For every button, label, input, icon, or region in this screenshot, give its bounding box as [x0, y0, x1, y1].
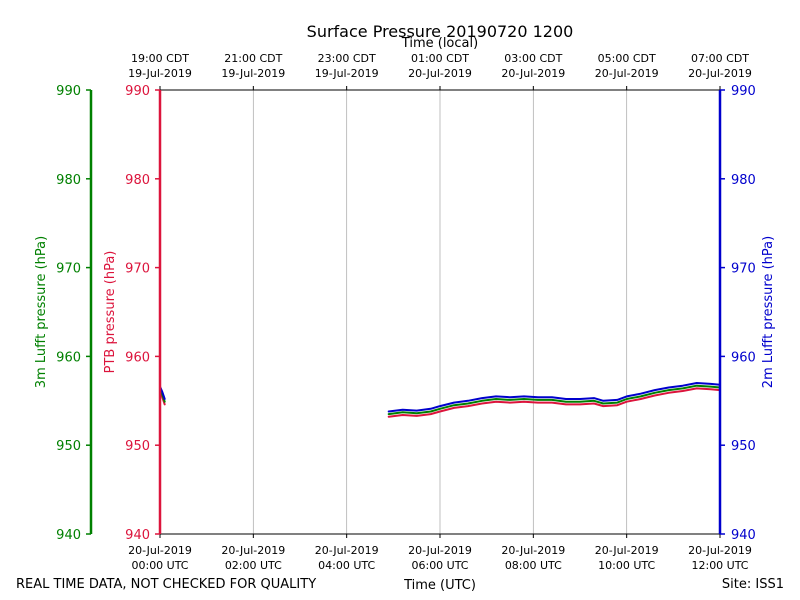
- bottom-tick-time: 06:00 UTC: [411, 559, 468, 572]
- quality-disclaimer: REAL TIME DATA, NOT CHECKED FOR QUALITY: [16, 577, 316, 592]
- top-tick-date: 20-Jul-2019: [501, 67, 565, 80]
- ptb-tick-label: 940: [125, 528, 150, 543]
- ptb-tick-label: 980: [125, 173, 150, 188]
- ptb-axis-label: PTB pressure (hPa): [103, 251, 118, 374]
- ptb-tick-label: 950: [125, 439, 150, 454]
- top-tick-time: 03:00 CDT: [504, 52, 562, 65]
- top-tick-time: 05:00 CDT: [598, 52, 656, 65]
- ptb-tick-label: 970: [125, 262, 150, 277]
- bottom-tick-time: 12:00 UTC: [691, 559, 748, 572]
- bottom-axis-label: Time (UTC): [403, 578, 476, 593]
- top-tick-time: 21:00 CDT: [224, 52, 282, 65]
- lufft2m-axis-label: 2m Lufft pressure (hPa): [761, 236, 776, 388]
- bottom-tick-time: 10:00 UTC: [598, 559, 655, 572]
- top-tick-date: 20-Jul-2019: [595, 67, 659, 80]
- bottom-tick-date: 20-Jul-2019: [595, 544, 659, 557]
- lufft3m-tick-label: 990: [56, 84, 81, 99]
- lufft3m-tick-label: 950: [56, 439, 81, 454]
- bottom-tick-time: 02:00 UTC: [225, 559, 282, 572]
- top-tick-date: 19-Jul-2019: [128, 67, 192, 80]
- lufft3m-tick-label: 980: [56, 173, 81, 188]
- bottom-tick-date: 20-Jul-2019: [221, 544, 285, 557]
- ptb-tick-label: 990: [125, 84, 150, 99]
- top-tick-date: 19-Jul-2019: [315, 67, 379, 80]
- lufft2m-tick-label: 950: [731, 439, 756, 454]
- top-tick-time: 07:00 CDT: [691, 52, 749, 65]
- data-series: [159, 382, 721, 418]
- top-tick-date: 20-Jul-2019: [688, 67, 752, 80]
- series-line-2m-lufft-pressure: [387, 382, 721, 413]
- bottom-tick-time: 08:00 UTC: [505, 559, 562, 572]
- bottom-tick-date: 20-Jul-2019: [501, 544, 565, 557]
- lufft2m-tick-label: 970: [731, 262, 756, 277]
- lufft2m-tick-label: 960: [731, 350, 756, 365]
- series-line-3m-lufft-pressure: [387, 384, 721, 416]
- lufft3m-tick-label: 960: [56, 350, 81, 365]
- lufft3m-tick-label: 970: [56, 262, 81, 277]
- site-label: Site: ISS1: [722, 577, 784, 592]
- lufft2m-tick-label: 990: [731, 84, 756, 99]
- series-line-ptb-pressure: [387, 387, 721, 418]
- chart-title: Surface Pressure 20190720 1200: [307, 22, 574, 41]
- top-tick-time: 19:00 CDT: [131, 52, 189, 65]
- lufft3m-tick-label: 940: [56, 528, 81, 543]
- bottom-tick-date: 20-Jul-2019: [128, 544, 192, 557]
- axis-ticks: 20-Jul-2019 00:00 UTC 20-Jul-2019 02:00 UTC…: [56, 52, 756, 572]
- top-tick-time: 23:00 CDT: [318, 52, 376, 65]
- top-tick-date: 19-Jul-2019: [221, 67, 285, 80]
- grid-lines: [252, 90, 628, 534]
- bottom-tick-date: 20-Jul-2019: [408, 544, 472, 557]
- ptb-tick-label: 960: [125, 350, 150, 365]
- bottom-tick-date: 20-Jul-2019: [315, 544, 379, 557]
- top-tick-date: 20-Jul-2019: [408, 67, 472, 80]
- bottom-tick-time: 00:00 UTC: [131, 559, 188, 572]
- bottom-tick-date: 20-Jul-2019: [688, 544, 752, 557]
- lufft2m-tick-label: 980: [731, 173, 756, 188]
- lufft2m-tick-label: 940: [731, 528, 756, 543]
- lufft3m-axis-label: 3m Lufft pressure (hPa): [34, 236, 49, 388]
- top-axis-label: Time (local): [401, 36, 478, 51]
- top-tick-time: 01:00 CDT: [411, 52, 469, 65]
- bottom-tick-time: 04:00 UTC: [318, 559, 375, 572]
